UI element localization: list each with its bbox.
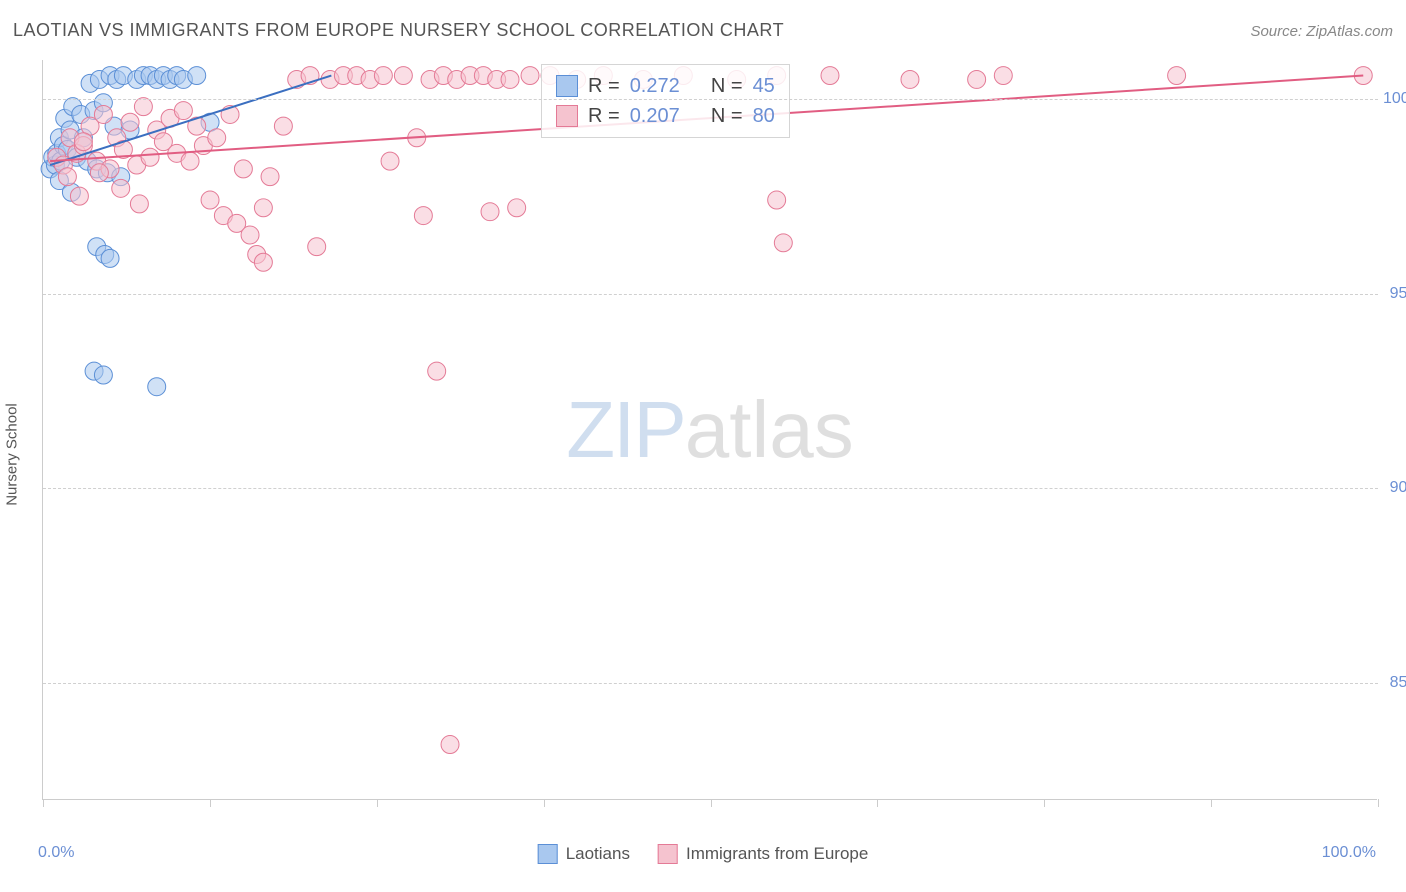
legend-item: Immigrants from Europe bbox=[658, 844, 868, 864]
data-point bbox=[174, 102, 192, 120]
stats-n-value: 45 bbox=[753, 71, 775, 101]
data-point bbox=[481, 203, 499, 221]
data-point bbox=[441, 736, 459, 754]
x-tick bbox=[711, 799, 712, 807]
legend-label: Laotians bbox=[566, 844, 630, 864]
scatter-svg bbox=[43, 60, 1377, 799]
x-tick bbox=[1044, 799, 1045, 807]
x-tick bbox=[544, 799, 545, 807]
bottom-legend: Laotians Immigrants from Europe bbox=[538, 844, 869, 864]
stats-r-value: 0.207 bbox=[630, 101, 680, 131]
data-point bbox=[968, 70, 986, 88]
plot-area: ZIPatlas R = 0.272 N = 45R = 0.207 N = 8… bbox=[42, 60, 1377, 800]
data-point bbox=[254, 199, 272, 217]
data-point bbox=[274, 117, 292, 135]
source-label: Source: ZipAtlas.com bbox=[1250, 23, 1393, 40]
y-tick-label: 95.0% bbox=[1383, 285, 1406, 303]
stats-n-value: 80 bbox=[753, 101, 775, 131]
stats-n-label: N = bbox=[711, 71, 743, 101]
data-point bbox=[101, 249, 119, 267]
data-point bbox=[374, 67, 392, 85]
data-point bbox=[148, 378, 166, 396]
stats-r-label: R = bbox=[588, 101, 620, 131]
data-point bbox=[201, 191, 219, 209]
data-point bbox=[308, 238, 326, 256]
data-point bbox=[241, 226, 259, 244]
data-point bbox=[901, 70, 919, 88]
data-point bbox=[181, 152, 199, 170]
x-tick bbox=[210, 799, 211, 807]
gridline bbox=[43, 294, 1378, 295]
x-tick bbox=[43, 799, 44, 807]
data-point bbox=[1168, 67, 1186, 85]
legend-label: Immigrants from Europe bbox=[686, 844, 868, 864]
y-axis-label: Nursery School bbox=[4, 403, 21, 506]
x-tick bbox=[1378, 799, 1379, 807]
x-axis-max-label: 100.0% bbox=[1322, 844, 1376, 862]
data-point bbox=[112, 179, 130, 197]
stats-row: R = 0.207 N = 80 bbox=[556, 101, 775, 131]
data-point bbox=[508, 199, 526, 217]
chart-title: LAOTIAN VS IMMIGRANTS FROM EUROPE NURSER… bbox=[13, 20, 784, 41]
stats-r-value: 0.272 bbox=[630, 71, 680, 101]
data-point bbox=[121, 113, 139, 131]
data-point bbox=[134, 98, 152, 116]
data-point bbox=[90, 164, 108, 182]
gridline bbox=[43, 683, 1378, 684]
data-point bbox=[428, 362, 446, 380]
data-point bbox=[821, 67, 839, 85]
gridline bbox=[43, 488, 1378, 489]
legend-swatch-icon bbox=[556, 105, 578, 127]
y-tick-label: 90.0% bbox=[1383, 479, 1406, 497]
data-point bbox=[261, 168, 279, 186]
data-point bbox=[381, 152, 399, 170]
stats-row: R = 0.272 N = 45 bbox=[556, 71, 775, 101]
x-tick bbox=[877, 799, 878, 807]
data-point bbox=[188, 67, 206, 85]
y-tick-label: 85.0% bbox=[1383, 674, 1406, 692]
data-point bbox=[58, 168, 76, 186]
data-point bbox=[994, 67, 1012, 85]
stats-r-label: R = bbox=[588, 71, 620, 101]
data-point bbox=[130, 195, 148, 213]
gridline bbox=[43, 99, 1378, 100]
x-tick bbox=[1211, 799, 1212, 807]
data-point bbox=[141, 148, 159, 166]
data-point bbox=[521, 67, 539, 85]
data-point bbox=[414, 207, 432, 225]
data-point bbox=[234, 160, 252, 178]
title-bar: LAOTIAN VS IMMIGRANTS FROM EUROPE NURSER… bbox=[13, 20, 1393, 41]
data-point bbox=[394, 67, 412, 85]
y-tick-label: 100.0% bbox=[1383, 90, 1406, 108]
stats-n-label: N = bbox=[711, 101, 743, 131]
stats-legend-box: R = 0.272 N = 45R = 0.207 N = 80 bbox=[541, 64, 790, 138]
data-point bbox=[501, 70, 519, 88]
data-point bbox=[768, 191, 786, 209]
legend-swatch-icon bbox=[538, 844, 558, 864]
x-tick bbox=[377, 799, 378, 807]
legend-item: Laotians bbox=[538, 844, 630, 864]
data-point bbox=[70, 187, 88, 205]
data-point bbox=[74, 133, 92, 151]
data-point bbox=[208, 129, 226, 147]
legend-swatch-icon bbox=[658, 844, 678, 864]
x-axis-min-label: 0.0% bbox=[38, 844, 74, 862]
legend-swatch-icon bbox=[556, 75, 578, 97]
data-point bbox=[254, 253, 272, 271]
data-point bbox=[774, 234, 792, 252]
data-point bbox=[94, 366, 112, 384]
data-point bbox=[94, 105, 112, 123]
